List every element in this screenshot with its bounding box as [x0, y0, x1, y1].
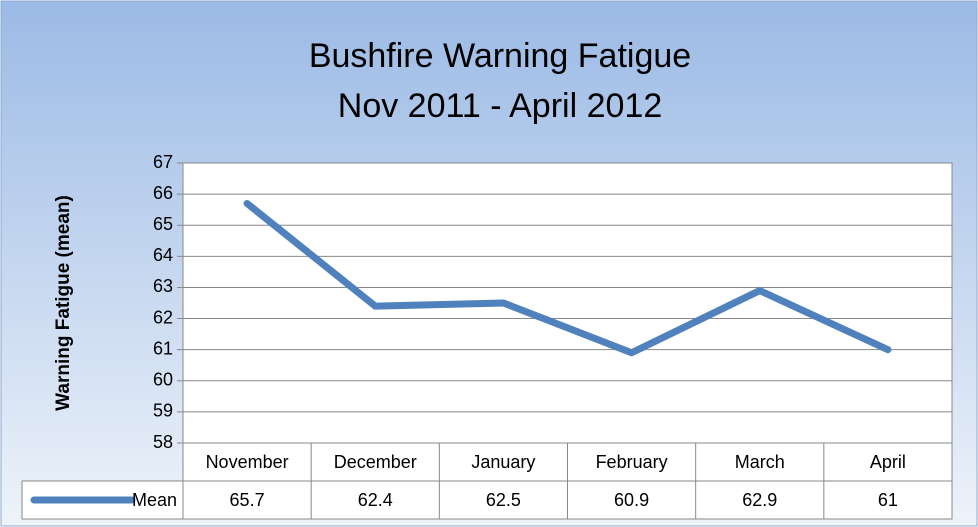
- data-table-value: 61: [878, 490, 898, 510]
- y-tick-label: 67: [153, 152, 173, 172]
- y-tick-label: 60: [153, 370, 173, 390]
- y-tick-label: 61: [153, 338, 173, 358]
- y-tick-label: 63: [153, 276, 173, 296]
- chart-title: Bushfire Warning Fatigue: [309, 37, 691, 75]
- plot-area: [182, 162, 953, 444]
- y-tick-label: 66: [153, 183, 173, 203]
- y-tick-label: 65: [153, 214, 173, 234]
- y-tick-label: 62: [153, 307, 173, 327]
- data-table-value: 62.9: [742, 490, 777, 510]
- y-tick-label: 59: [153, 401, 173, 421]
- x-tick-label: April: [870, 452, 906, 472]
- legend-label: Mean: [132, 490, 177, 510]
- y-axis-label: Warning Fatigue (mean): [53, 195, 74, 411]
- data-table-value: 65.7: [230, 490, 265, 510]
- data-table-value: 62.5: [486, 490, 521, 510]
- y-tick-label: 64: [153, 245, 173, 265]
- data-table-value: 60.9: [614, 490, 649, 510]
- data-table-value: 62.4: [358, 490, 393, 510]
- x-tick-label: March: [735, 452, 785, 472]
- chart-subtitle: Nov 2011 - April 2012: [338, 87, 662, 125]
- x-tick-label: December: [334, 452, 417, 472]
- y-tick-label: 58: [153, 432, 173, 452]
- x-tick-label: November: [206, 452, 289, 472]
- series-line: [243, 199, 892, 357]
- x-tick-label: January: [471, 452, 535, 472]
- x-tick-label: February: [596, 452, 668, 472]
